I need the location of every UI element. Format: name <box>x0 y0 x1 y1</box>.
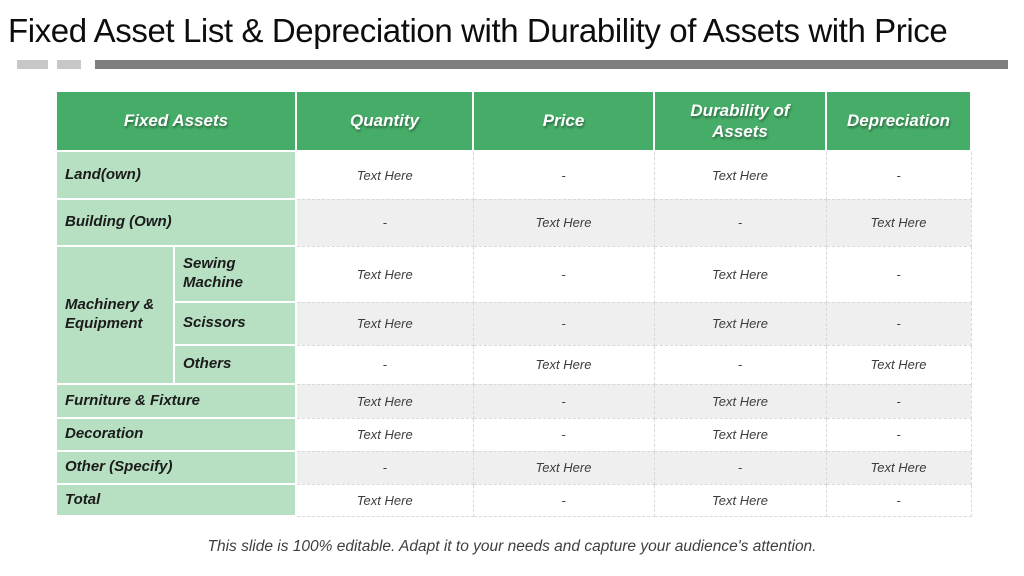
cell-quantity: Text Here <box>295 245 474 303</box>
col-header-durability-label: Durability of Assets <box>690 100 790 141</box>
footer-note: This slide is 100% editable. Adapt it to… <box>207 538 817 555</box>
table-row-building: Building (Own) - Text Here - Text Here <box>55 198 972 247</box>
col-header-durability: Durability of Assets <box>653 90 827 152</box>
col-header-depreciation: Depreciation <box>825 90 972 152</box>
cell-durability: Text Here <box>653 383 827 419</box>
sub-row-label: Scissors <box>173 301 297 346</box>
slide-title: Fixed Asset List & Depreciation with Dur… <box>8 12 948 49</box>
cell-durability: Text Here <box>653 245 827 303</box>
row-label: Total <box>55 483 297 517</box>
fixed-assets-table: Fixed Assets Quantity Price Durability o… <box>55 90 972 517</box>
title-divider <box>0 60 1024 70</box>
row-label: Decoration <box>55 417 297 452</box>
cell-depreciation: - <box>825 150 972 200</box>
cell-price: Text Here <box>472 450 655 485</box>
row-label: Other (Specify) <box>55 450 297 485</box>
cell-quantity: Text Here <box>295 150 474 200</box>
cell-depreciation: Text Here <box>825 344 972 385</box>
cell-depreciation: - <box>825 383 972 419</box>
sub-row-label: Others <box>173 344 297 385</box>
cell-depreciation: - <box>825 417 972 452</box>
cell-price: - <box>472 417 655 452</box>
cell-durability: - <box>653 450 827 485</box>
cell-durability: Text Here <box>653 483 827 517</box>
col-header-fixed-assets: Fixed Assets <box>55 90 297 152</box>
cell-durability: - <box>653 344 827 385</box>
cell-quantity: Text Here <box>295 301 474 346</box>
table-header-row: Fixed Assets Quantity Price Durability o… <box>55 90 972 152</box>
cell-durability: Text Here <box>653 417 827 452</box>
table-row-scissors: Scissors Text Here - Text Here - <box>56 301 972 346</box>
cell-quantity: Text Here <box>295 483 474 517</box>
cell-price: - <box>472 245 655 303</box>
table-row-furniture: Furniture & Fixture Text Here - Text Her… <box>55 383 972 419</box>
cell-quantity: Text Here <box>295 417 474 452</box>
cell-durability: - <box>653 198 827 247</box>
cell-durability: Text Here <box>653 301 827 346</box>
table-row-land: Land(own) Text Here - Text Here - <box>55 150 972 200</box>
divider-bar <box>95 60 1008 69</box>
table-row-sewing-machine: Machinery & Equipment Sewing Machine Tex… <box>55 245 972 385</box>
cell-price: Text Here <box>472 344 655 385</box>
table-row-decoration: Decoration Text Here - Text Here - <box>55 417 972 452</box>
cell-depreciation: - <box>825 301 972 346</box>
sub-row-label: Sewing Machine <box>173 245 297 303</box>
cell-quantity: - <box>295 450 474 485</box>
table-row-other-specify: Other (Specify) - Text Here - Text Here <box>55 450 972 485</box>
row-label: Land(own) <box>55 150 297 200</box>
divider-segment-2 <box>57 60 81 69</box>
cell-durability: Text Here <box>653 150 827 200</box>
cell-price: Text Here <box>472 198 655 247</box>
row-label: Furniture & Fixture <box>55 383 297 419</box>
cell-quantity: Text Here <box>295 383 474 419</box>
cell-depreciation: Text Here <box>825 450 972 485</box>
row-label: Building (Own) <box>55 198 297 247</box>
cell-price: - <box>472 383 655 419</box>
cell-depreciation: - <box>825 483 972 517</box>
cell-price: - <box>472 301 655 346</box>
cell-quantity: - <box>295 344 474 385</box>
cell-depreciation: Text Here <box>825 198 972 247</box>
col-header-quantity: Quantity <box>295 90 474 152</box>
group-label-machinery: Machinery & Equipment <box>55 245 175 385</box>
cell-quantity: - <box>295 198 474 247</box>
col-header-price: Price <box>472 90 655 152</box>
cell-depreciation: - <box>825 245 972 303</box>
table-row-others: Others - Text Here - Text Here <box>56 344 972 385</box>
divider-segment-1 <box>17 60 48 69</box>
cell-price: - <box>472 483 655 517</box>
cell-price: - <box>472 150 655 200</box>
table-row-total: Total Text Here - Text Here - <box>55 483 972 517</box>
